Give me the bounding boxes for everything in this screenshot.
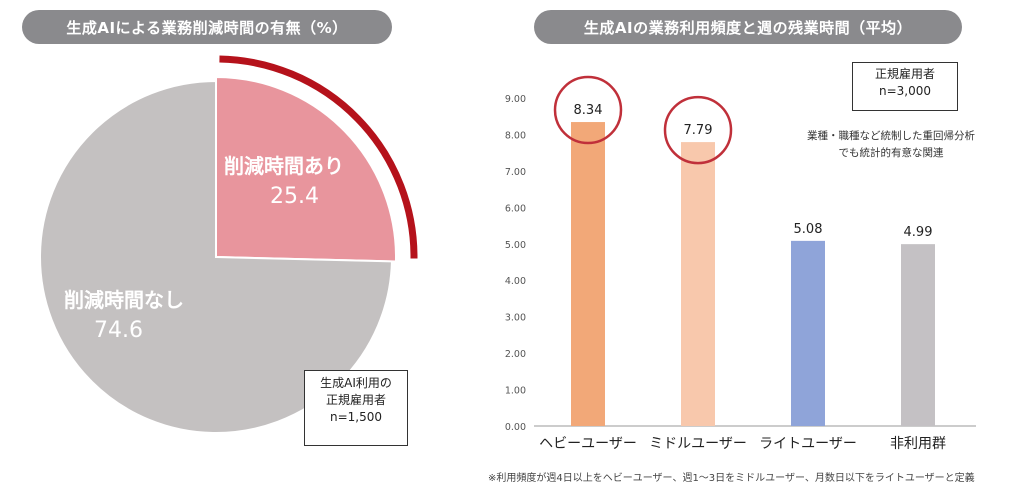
y-tick-label: 6.00 <box>505 203 526 214</box>
pie-box-line-3: n=1,500 <box>329 410 382 424</box>
bar-box-line-1: 正規雇用者 <box>874 67 935 81</box>
bar-chart-title: 生成AIの業務利用頻度と週の残業時間（平均） <box>534 10 962 44</box>
y-tick-label: 4.00 <box>505 276 526 287</box>
pie-highlight-arc <box>219 55 418 259</box>
bar-1 <box>681 142 715 426</box>
footnote: ※利用頻度が週4日以上をヘビーユーザー、週1〜3日をミドルユーザー、月数日以下を… <box>488 473 975 484</box>
y-tick-label: 5.00 <box>505 240 526 251</box>
pie-box-line-1: 生成AI利用の <box>320 376 392 390</box>
bar-box-line-2: n=3,000 <box>878 84 931 98</box>
bar-sample-box: 正規雇用者 n=3,000 <box>852 62 958 111</box>
pie-chart-title: 生成AIによる業務削減時間の有無（%） <box>22 10 392 44</box>
pie-slice-label-no: 削減時間なし <box>64 288 184 312</box>
y-tick-label: 3.00 <box>505 313 526 324</box>
pie-slice-0 <box>215 75 397 263</box>
x-category-label: ヘビーユーザー <box>539 436 637 452</box>
y-tick-label: 7.00 <box>505 167 526 178</box>
y-tick-label: 2.00 <box>505 349 526 360</box>
y-tick-label: 9.00 <box>505 94 526 105</box>
highlight-circle <box>553 75 623 145</box>
x-category-label: ライトユーザー <box>759 436 857 452</box>
pie-slice-value-no: 74.6 <box>94 318 143 343</box>
pie-slice-label-yes: 削減時間あり <box>224 154 344 178</box>
bar-value-label: 4.99 <box>904 225 933 240</box>
y-tick-label: 1.00 <box>505 386 526 397</box>
pie-slice-value-yes: 25.4 <box>270 184 319 209</box>
bar-2 <box>791 240 825 426</box>
regression-note-line-1: 業種・職種など統制した重回帰分析 <box>807 130 975 142</box>
bar-value-label: 5.08 <box>794 222 823 237</box>
y-tick-label: 8.00 <box>505 130 526 141</box>
highlight-circle <box>663 95 733 165</box>
bar-value-label: 8.34 <box>574 103 603 118</box>
regression-note-line-2: でも統計的有意な関連 <box>838 147 944 159</box>
regression-note: 業種・職種など統制した重回帰分析 でも統計的有意な関連 <box>786 128 996 162</box>
bar-3 <box>901 244 935 426</box>
x-category-label: ミドルユーザー <box>649 436 747 452</box>
x-category-label: 非利用群 <box>890 436 946 452</box>
pie-box-line-2: 正規雇用者 <box>325 393 386 407</box>
y-tick-label: 0.00 <box>505 422 526 433</box>
bar-value-label: 7.79 <box>684 123 713 138</box>
pie-sample-box: 生成AI利用の 正規雇用者 n=1,500 <box>304 370 408 446</box>
bar-0 <box>571 122 605 426</box>
